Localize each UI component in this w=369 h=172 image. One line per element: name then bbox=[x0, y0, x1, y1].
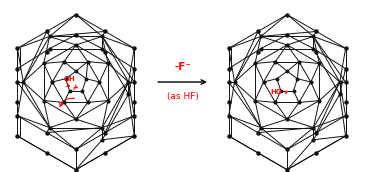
Text: =: = bbox=[71, 85, 79, 93]
Text: HO: HO bbox=[270, 89, 282, 95]
Text: -F⁻: -F⁻ bbox=[174, 62, 191, 72]
Text: (as HF): (as HF) bbox=[166, 92, 199, 101]
Text: OH: OH bbox=[63, 76, 75, 82]
